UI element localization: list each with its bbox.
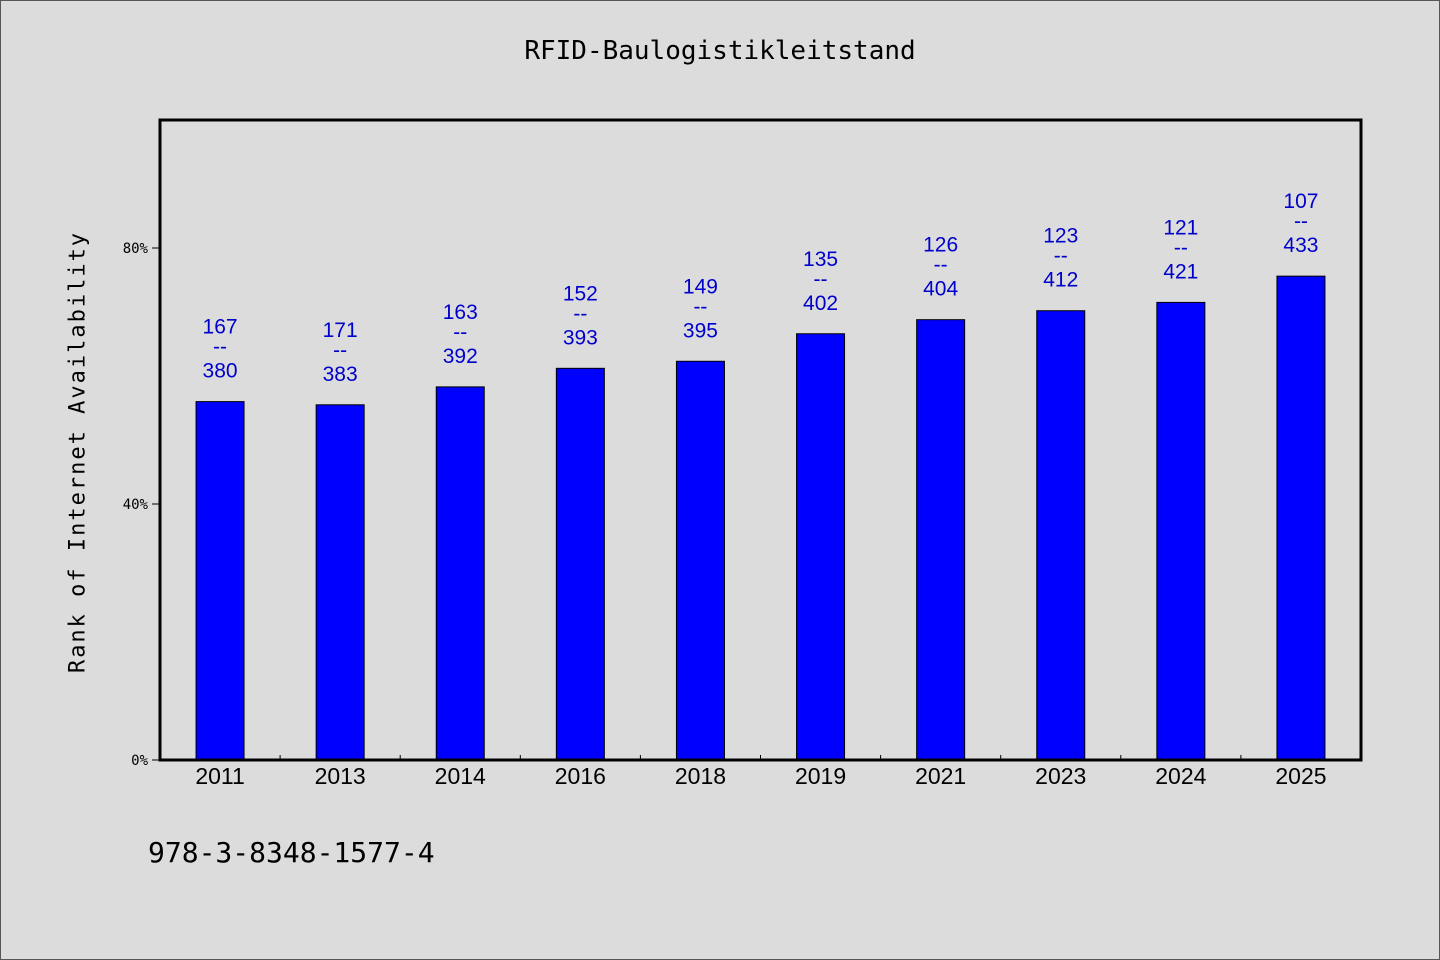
data-label-separator: -- [693,295,707,318]
x-tick-label: 2011 [195,763,244,789]
y-tick-label: 80% [123,241,149,257]
x-tick-label: 2021 [915,763,966,789]
x-tick-label: 2016 [555,763,606,789]
data-label-bottom: 412 [1043,269,1078,292]
x-tick-label: 2014 [435,763,486,789]
data-label-top: 163 [443,301,478,324]
data-label-bottom: 404 [923,278,958,301]
data-label-separator: -- [213,336,227,359]
bars-layer [195,275,1326,761]
bar [675,360,725,761]
data-label-bottom: 383 [323,363,358,386]
data-label-bottom: 433 [1283,234,1318,257]
bar [315,404,365,761]
chart-title: RFID-Baulogistikleitstand [524,36,916,66]
data-label-separator: -- [814,268,828,291]
data-label-top: 152 [563,282,598,305]
data-label-bottom: 421 [1163,260,1198,283]
bar [1156,301,1206,761]
data-label-top: 171 [323,319,358,342]
data-label-separator: -- [934,254,948,277]
x-tick-label: 2023 [1035,763,1086,789]
x-tick-label: 2025 [1275,763,1326,789]
y-tick-label: 40% [123,497,149,513]
bar [435,386,485,761]
data-label-separator: -- [1294,210,1308,233]
data-label-bottom: 393 [563,326,598,349]
x-tick-label: 2018 [675,763,726,789]
bar [916,319,966,761]
data-label-top: 149 [683,275,718,298]
bar [796,333,846,761]
x-tick-label: 2019 [795,763,846,789]
data-label-top: 121 [1163,216,1198,239]
data-label-separator: -- [1174,236,1188,259]
y-tick-label: 0% [131,753,148,769]
data-label-separator: -- [453,321,467,344]
data-label-separator: -- [573,302,587,325]
data-label-separator: -- [1054,245,1068,268]
data-label-bottom: 380 [203,360,238,383]
bar [555,367,605,761]
ticks-layer: 0% 40% 80% [123,241,1242,769]
bar [195,401,245,761]
data-label-top: 123 [1043,225,1078,248]
data-label-bottom: 402 [803,292,838,315]
data-label-top: 135 [803,248,838,271]
x-tick-label: 2024 [1155,763,1206,789]
data-label-top: 167 [203,316,238,339]
labels-layer: 2011167--3802013171--3832014163--3922016… [195,190,1326,789]
data-label-top: 126 [923,234,958,257]
data-label-separator: -- [333,339,347,362]
bar [1036,310,1086,761]
data-label-bottom: 392 [443,345,478,368]
data-label-bottom: 395 [683,319,718,342]
data-label-top: 107 [1283,190,1318,213]
bar [1276,275,1326,761]
x-tick-label: 2013 [315,763,366,789]
isbn-text: 978-3-8348-1577-4 [148,836,435,869]
